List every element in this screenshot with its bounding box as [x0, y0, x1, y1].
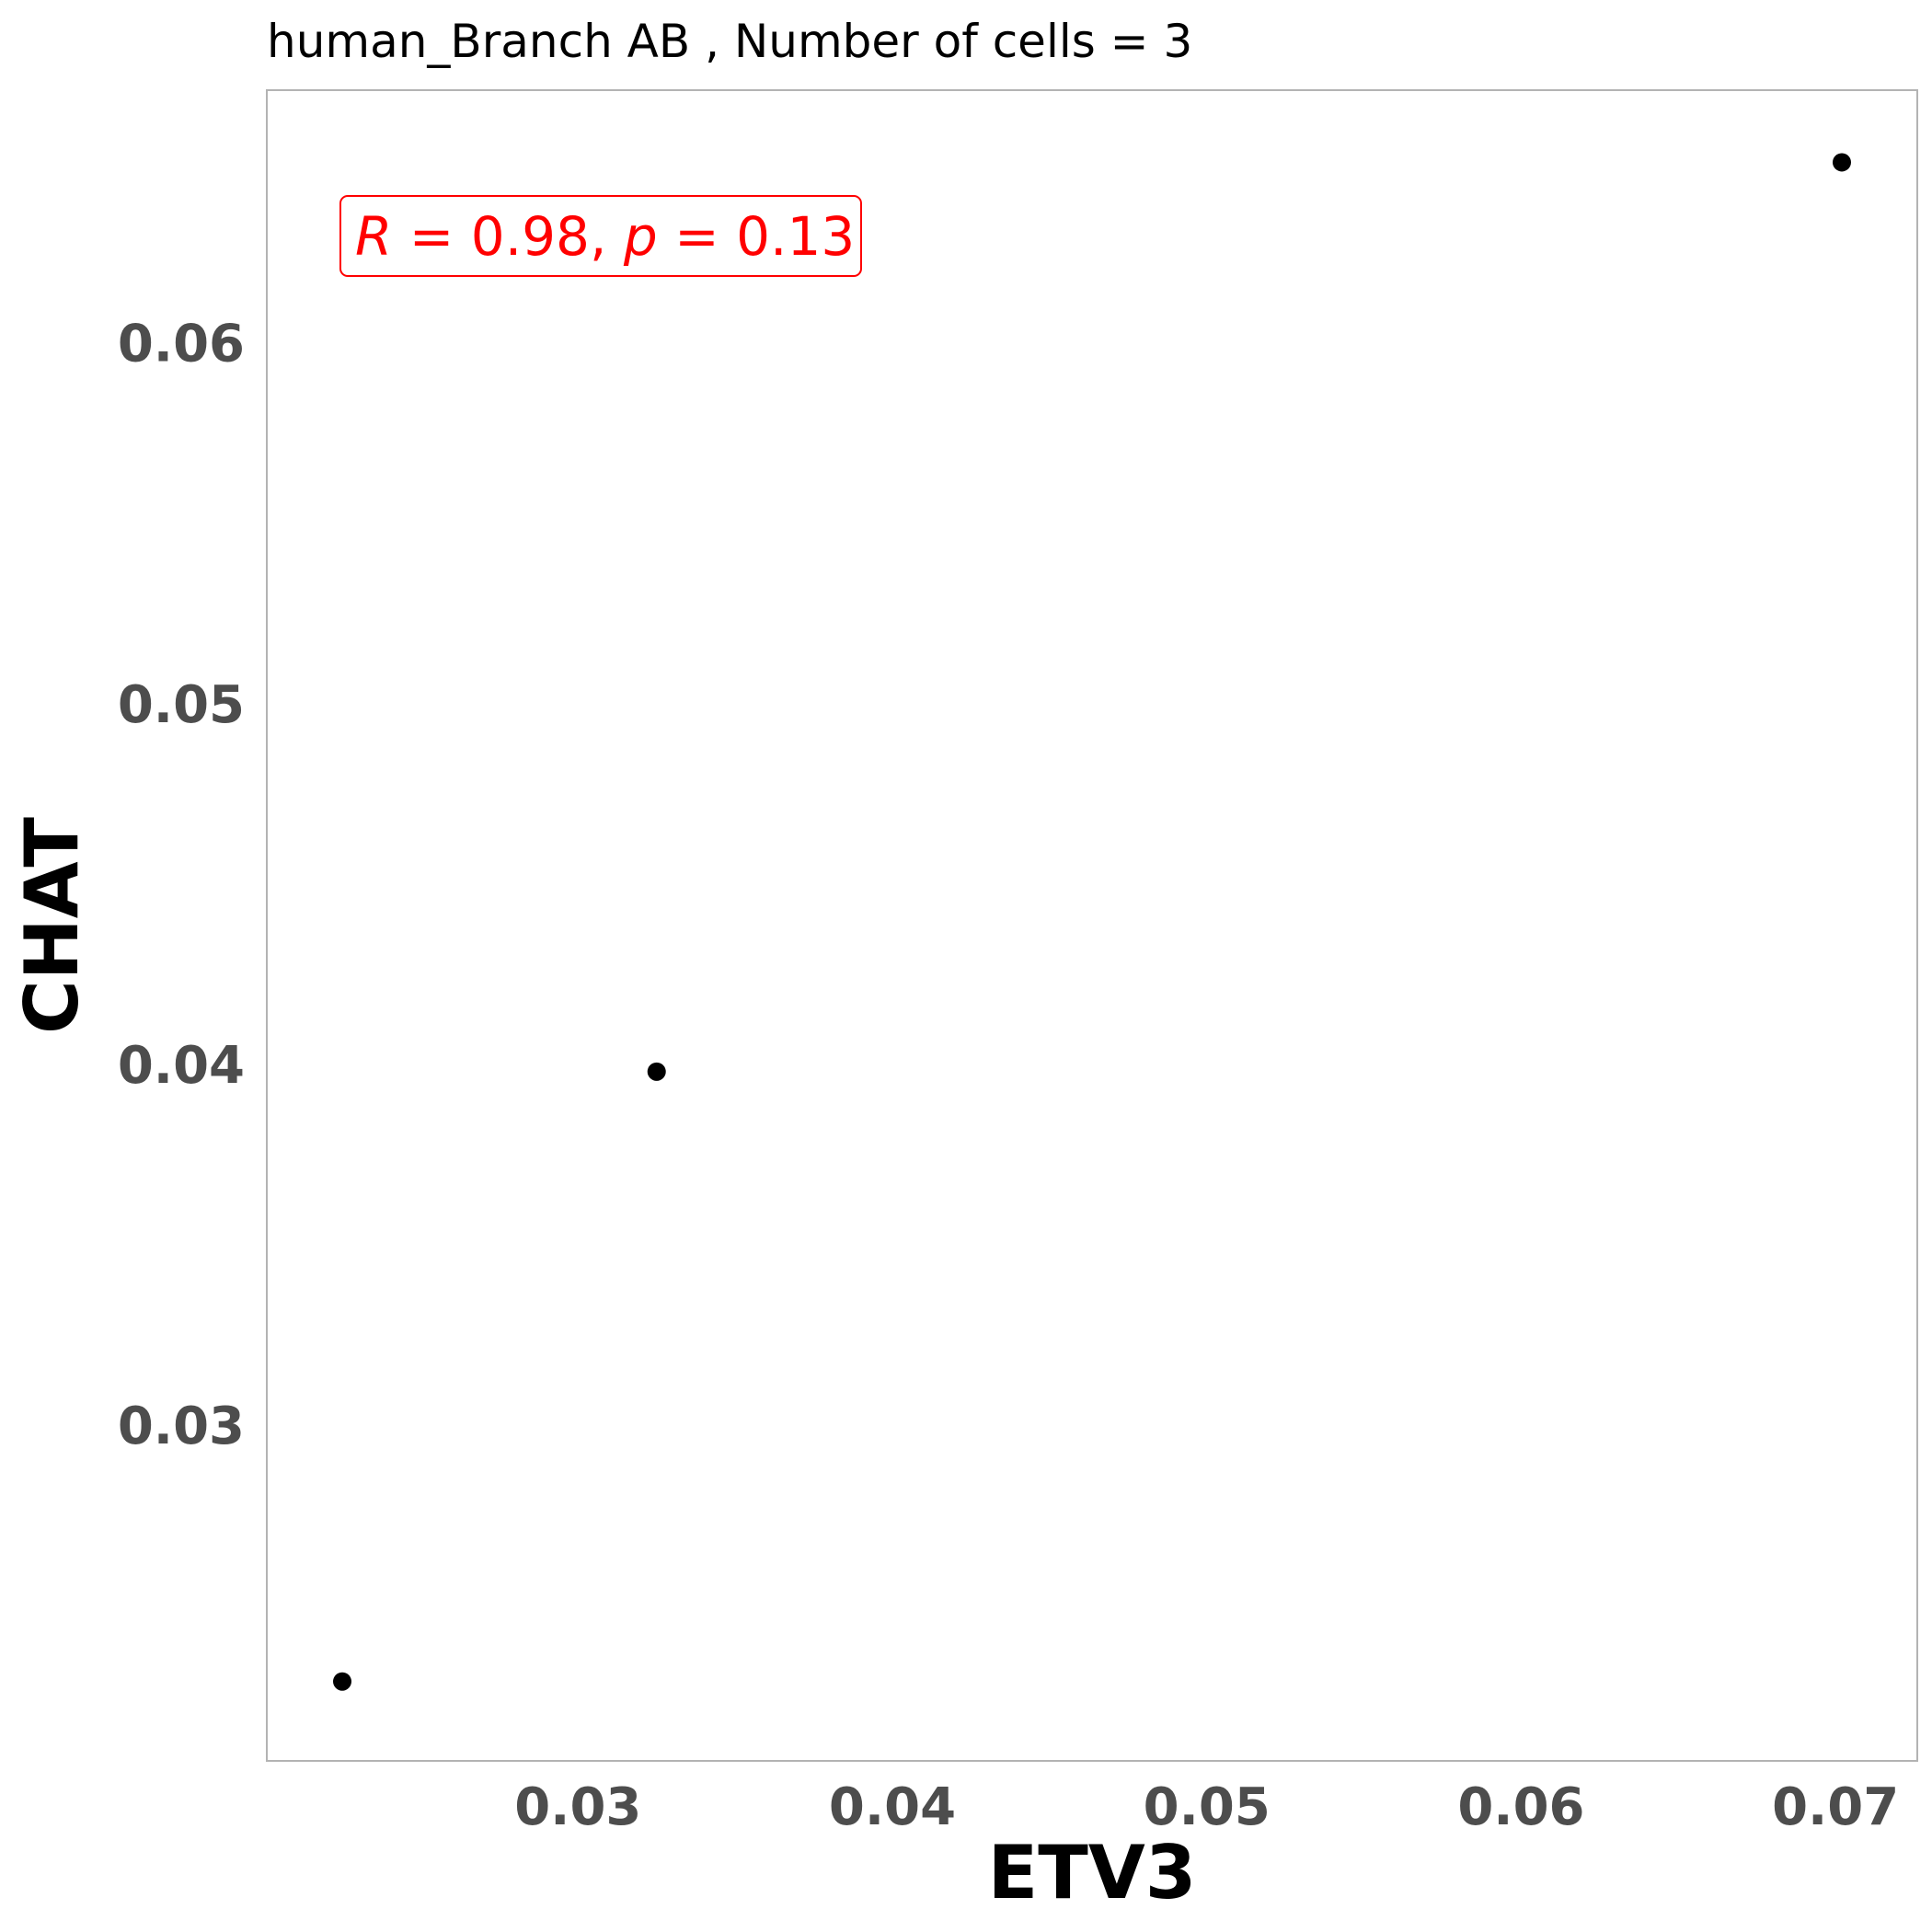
- data-point: [1832, 153, 1851, 172]
- x-tick-label: 0.03: [514, 1777, 641, 1837]
- data-point: [333, 1672, 352, 1691]
- x-tick-label: 0.07: [1772, 1777, 1899, 1837]
- chart-title: human_Branch AB , Number of cells = 3: [267, 15, 1192, 68]
- x-tick-label: 0.06: [1457, 1777, 1584, 1837]
- x-tick-label: 0.04: [829, 1777, 956, 1837]
- correlation-annotation: R = 0.98, p = 0.13: [339, 195, 862, 277]
- x-axis-title: ETV3: [988, 1830, 1197, 1915]
- y-tick-label: 0.04: [118, 1036, 245, 1096]
- p-symbol: p: [623, 205, 658, 268]
- x-axis-ticks: 0.03 0.04 0.05 0.06 0.07: [514, 1777, 1899, 1837]
- correlation-text: R = 0.98, p = 0.13: [355, 205, 855, 268]
- y-tick-label: 0.03: [118, 1397, 245, 1456]
- y-tick-label: 0.05: [118, 675, 245, 735]
- y-axis-title: CHAT: [9, 817, 95, 1034]
- data-points: [333, 153, 1851, 1691]
- r-symbol: R: [355, 205, 392, 268]
- plot-panel: [266, 89, 1918, 1762]
- p-value: 0.13: [736, 205, 855, 268]
- x-tick-label: 0.05: [1144, 1777, 1271, 1837]
- data-point: [647, 1062, 666, 1081]
- r-value: 0.98: [471, 205, 590, 268]
- y-axis-ticks: 0.03 0.04 0.05 0.06: [118, 315, 245, 1457]
- y-tick-label: 0.06: [118, 315, 245, 374]
- correlation-annotation-box: [339, 195, 862, 277]
